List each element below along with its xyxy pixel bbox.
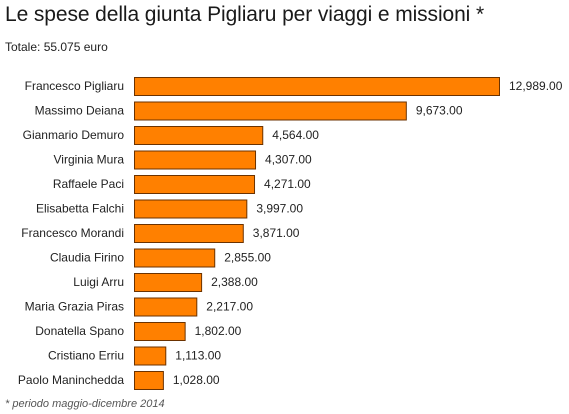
- bar: [134, 101, 407, 121]
- category-label: Massimo Deiana: [35, 104, 125, 118]
- bar: [134, 297, 198, 317]
- bar: [134, 199, 248, 219]
- category-label: Cristiano Erriu: [48, 349, 124, 363]
- value-label: 1,113.00: [175, 349, 221, 363]
- bar: [134, 150, 257, 170]
- category-label: Maria Grazia Piras: [25, 300, 124, 314]
- category-label: Gianmario Demuro: [23, 128, 125, 142]
- category-label: Donatella Spano: [35, 324, 124, 338]
- category-label: Francesco Morandi: [21, 226, 124, 240]
- bar: [134, 175, 256, 194]
- category-label: Raffaele Paci: [53, 177, 124, 191]
- category-label: Elisabetta Falchi: [36, 202, 124, 216]
- bar: [134, 346, 167, 366]
- value-label: 9,673.00: [416, 104, 463, 118]
- value-label: 4,271.00: [264, 177, 311, 191]
- bar: [134, 273, 203, 292]
- bar: [134, 77, 500, 96]
- category-label: Paolo Maninchedda: [18, 373, 124, 387]
- value-label: 1,028.00: [173, 373, 220, 387]
- category-label: Virginia Mura: [54, 153, 125, 167]
- value-label: 2,217.00: [206, 300, 253, 314]
- value-label: 1,802.00: [195, 324, 242, 338]
- bar: [134, 248, 216, 268]
- value-label: 3,871.00: [253, 226, 300, 240]
- value-label: 2,855.00: [224, 251, 271, 265]
- value-label: 3,997.00: [256, 202, 303, 216]
- bar: [134, 126, 264, 145]
- chart-subtitle: Totale: 55.075 euro: [5, 40, 108, 54]
- bar: [134, 224, 244, 243]
- value-label: 4,307.00: [265, 153, 312, 167]
- category-label: Luigi Arru: [73, 275, 124, 289]
- footnote: * periodo maggio-dicembre 2014: [5, 398, 165, 410]
- bar: [134, 371, 164, 390]
- bar: [134, 322, 186, 341]
- value-label: 2,388.00: [211, 275, 258, 289]
- category-label: Francesco Pigliaru: [25, 79, 124, 93]
- category-label: Claudia Firino: [50, 251, 124, 265]
- value-label: 12,989.00: [509, 79, 563, 93]
- value-label: 4,564.00: [272, 128, 319, 142]
- chart-title: Le spese della giunta Pigliaru per viagg…: [5, 3, 485, 26]
